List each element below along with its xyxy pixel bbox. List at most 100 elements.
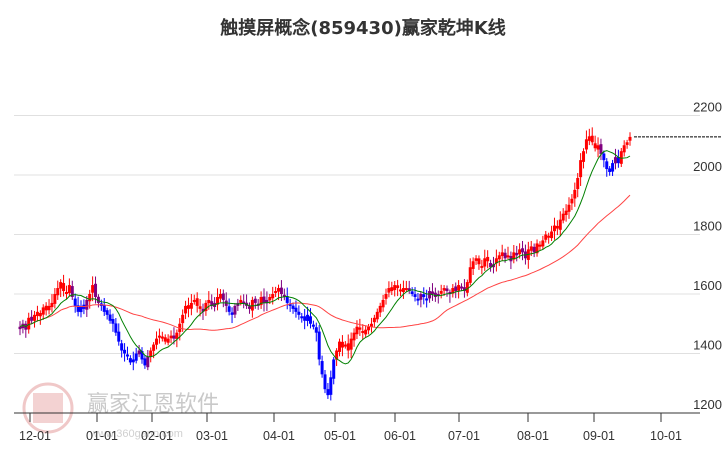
candle-body [143,358,147,366]
candle-body [294,307,298,312]
candle-body [401,288,405,293]
candle-body [430,291,434,294]
candle-body [413,294,417,297]
candle-body [355,326,359,335]
candle-body [410,291,414,294]
candle-body [564,210,568,216]
candle-body [166,338,170,343]
candle-body [94,283,98,297]
candle-body [189,302,193,309]
x-tick-label: 09-01 [583,429,615,443]
x-tick-label: 08-01 [517,429,549,443]
candle-body [506,255,510,258]
candle-body [282,294,286,297]
candle-body [300,316,304,319]
candle-body [369,323,373,327]
candle-body [123,349,127,354]
candle-body [375,311,379,320]
candle-body [239,299,243,303]
candle-body [611,163,615,172]
candle-body [335,350,339,360]
candlesticks [18,127,632,401]
candle-body [515,252,519,256]
candle-body [88,294,92,302]
candle-body [201,308,205,312]
candle-body [596,145,600,150]
candle-body [111,319,115,324]
x-tick-label: 01-01 [86,429,118,443]
candle-body [53,294,57,304]
candle-body [59,282,63,289]
candle-body [323,374,327,390]
candle-body [172,335,176,339]
candle-body [622,145,626,153]
candle-body [262,296,266,303]
candle-body [590,135,594,143]
candle-body [288,303,292,306]
candle-body [105,310,109,315]
candle-body [128,358,132,363]
chart-title: 触摸屏概念(859430)赢家乾坤K线 [220,18,506,39]
candle-body [407,288,411,292]
candle-body [561,213,565,221]
candle-body [346,343,350,351]
candle-body [364,329,368,335]
candle-body [247,306,251,309]
candle-body [297,311,301,315]
candle-body [460,286,464,289]
candle-body [425,298,429,301]
candle-body [73,298,77,306]
candle-body [134,353,138,361]
candle-body [567,204,571,212]
ma-long-line [19,194,631,331]
candle-body [210,301,214,306]
watermark: 赢家江恩软件 www.360gann.com [22,382,219,440]
seal-icon [22,382,74,434]
candle-body [445,288,449,292]
candle-body [157,335,161,338]
grid-lines [14,115,700,354]
candle-body [419,294,423,300]
candle-body [56,288,60,296]
candle-body [163,337,167,342]
candle-body [338,341,342,352]
candle-body [390,287,394,292]
candle-body [457,285,461,291]
candle-body [518,249,522,255]
x-axis-ticks: 12-01 01-01 02-01 03-01 04-01 05-01 06-01 07-01… [19,413,682,443]
y-tick-label: 1400 [693,338,722,353]
candle-body [500,252,504,257]
y-axis-labels: 2200 2000 1800 1600 1400 1200 [693,100,722,413]
candle-body [314,327,318,333]
candle-body [64,291,68,294]
candle-body [33,314,37,321]
candle-body [18,326,22,330]
candle-body [227,306,231,312]
candle-body [544,234,548,240]
candle-body [602,153,606,161]
candle-body [416,298,420,301]
candle-body [340,341,344,348]
candle-body [465,282,469,293]
candle-body [474,258,478,261]
candle-body [152,344,156,351]
candle-body [91,285,95,293]
candle-body [62,283,66,292]
x-tick-label: 05-01 [324,429,356,443]
candle-body [317,331,321,360]
candle-body [102,305,106,312]
candle-body [503,252,507,259]
candle-body [230,312,234,315]
y-tick-label: 1600 [693,278,722,293]
candle-body [181,314,185,324]
candle-body [253,298,257,303]
candle-body [573,189,577,199]
candle-body [599,144,603,155]
candle-body [186,305,190,309]
candle-body [486,256,490,262]
candle-body [367,326,371,331]
candle-body [44,305,48,311]
x-tick-label: 03-01 [196,429,228,443]
x-tick-label: 04-01 [263,429,295,443]
ma-short-line [19,150,631,365]
